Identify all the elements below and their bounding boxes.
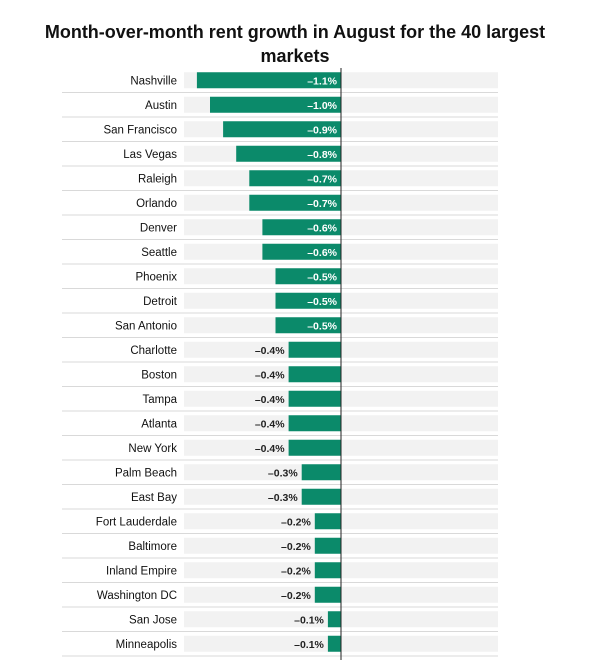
bar [288,390,341,407]
bar [288,415,341,432]
category-label: San Antonio [115,320,177,332]
category-label: Austin [145,100,177,112]
bar [314,562,341,579]
category-label: Raleigh [138,173,177,185]
value-label: –0.6% [307,222,337,234]
value-label: –0.7% [307,173,337,185]
bar [288,439,341,456]
bar [275,292,341,309]
value-label: –0.2% [281,565,311,577]
bar [210,96,341,113]
value-label: –0.8% [307,149,337,161]
bar [249,170,341,187]
category-label: Inland Empire [106,565,177,577]
category-label: East Bay [131,492,177,504]
bar [236,145,341,162]
value-label: –0.6% [307,247,337,259]
bar [301,464,341,481]
bar [196,72,341,89]
category-label: New York [128,443,177,455]
category-label: Tampa [142,394,177,406]
category-label: Denver [140,222,177,234]
value-label: –0.1% [294,614,324,626]
value-label: –0.2% [281,516,311,528]
value-label: –0.5% [307,271,337,283]
category-label: Charlotte [130,345,177,357]
value-label: –0.4% [255,345,285,357]
bar [275,268,341,285]
value-label: –0.3% [268,492,298,504]
bar [223,121,341,138]
category-label: Las Vegas [123,149,177,161]
value-label: –0.5% [307,296,337,308]
bar [262,243,341,260]
category-label: Detroit [143,296,178,308]
category-label: Orlando [136,198,177,210]
value-label: –0.9% [307,124,337,136]
value-label: –0.5% [307,320,337,332]
value-label: –0.7% [307,198,337,210]
bar [327,635,341,652]
value-label: –0.4% [255,369,285,381]
value-label: –1.0% [307,100,337,112]
bar [327,611,341,628]
category-label: Minneapolis [116,639,178,651]
value-label: –0.2% [281,541,311,553]
category-label: Atlanta [141,418,177,430]
bar [275,317,341,334]
category-label: Boston [141,369,177,381]
category-label: Phoenix [135,271,177,283]
category-label: San Jose [129,614,177,626]
value-label: –0.2% [281,590,311,602]
category-label: Fort Lauderdale [96,516,177,528]
value-label: –0.4% [255,443,285,455]
category-label: San Francisco [103,124,177,136]
bar [314,586,341,603]
bar [249,194,341,211]
value-label: –0.3% [268,467,298,479]
category-label: Nashville [130,75,177,87]
value-label: –0.4% [255,418,285,430]
category-label: Seattle [141,247,177,259]
value-label: –1.1% [307,75,337,87]
bar [288,366,341,383]
category-label: Palm Beach [115,467,177,479]
category-label: Washington DC [97,590,177,602]
bar [314,513,341,530]
chart-title: Month-over-month rent growth in August f… [44,22,546,66]
value-label: –0.4% [255,394,285,406]
bar [288,341,341,358]
category-label: Baltimore [128,541,177,553]
bar [262,219,341,236]
value-label: –0.1% [294,639,324,651]
bar [314,537,341,554]
bar [301,488,341,505]
